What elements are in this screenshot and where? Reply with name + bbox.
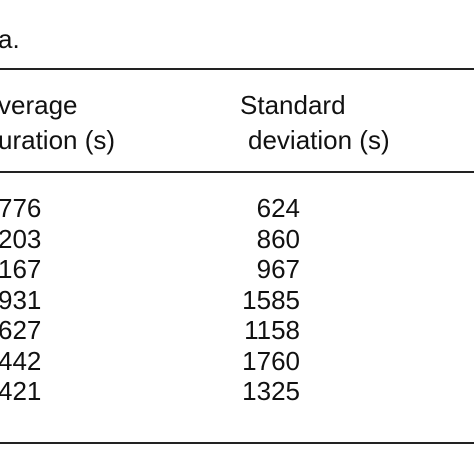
table-cell: 967	[256, 254, 300, 284]
header-cell: uration (s)	[0, 125, 116, 155]
table-cell: 167	[0, 254, 42, 284]
top-rule	[0, 68, 474, 70]
header-cell: Standard	[240, 90, 346, 120]
table-cell: 624	[256, 193, 300, 223]
table-cell: 442	[0, 345, 42, 376]
table-cell: 860	[256, 223, 300, 254]
table-cell: 1760	[242, 345, 300, 376]
table-cell: 931	[0, 284, 42, 315]
table-cell: 421	[0, 376, 42, 406]
table-cell: 627	[0, 315, 42, 345]
bottom-rule	[0, 442, 474, 444]
table-cell: 1325	[242, 376, 300, 406]
caption: a.	[0, 24, 20, 54]
table-cell: 203	[0, 223, 42, 254]
header-cell: verage	[0, 90, 78, 120]
table-cell: 1585	[242, 284, 300, 315]
table-cell: 776	[0, 193, 42, 223]
header-rule	[0, 171, 474, 173]
header-cell: deviation (s)	[248, 125, 390, 155]
table-cell: 1158	[244, 315, 300, 345]
